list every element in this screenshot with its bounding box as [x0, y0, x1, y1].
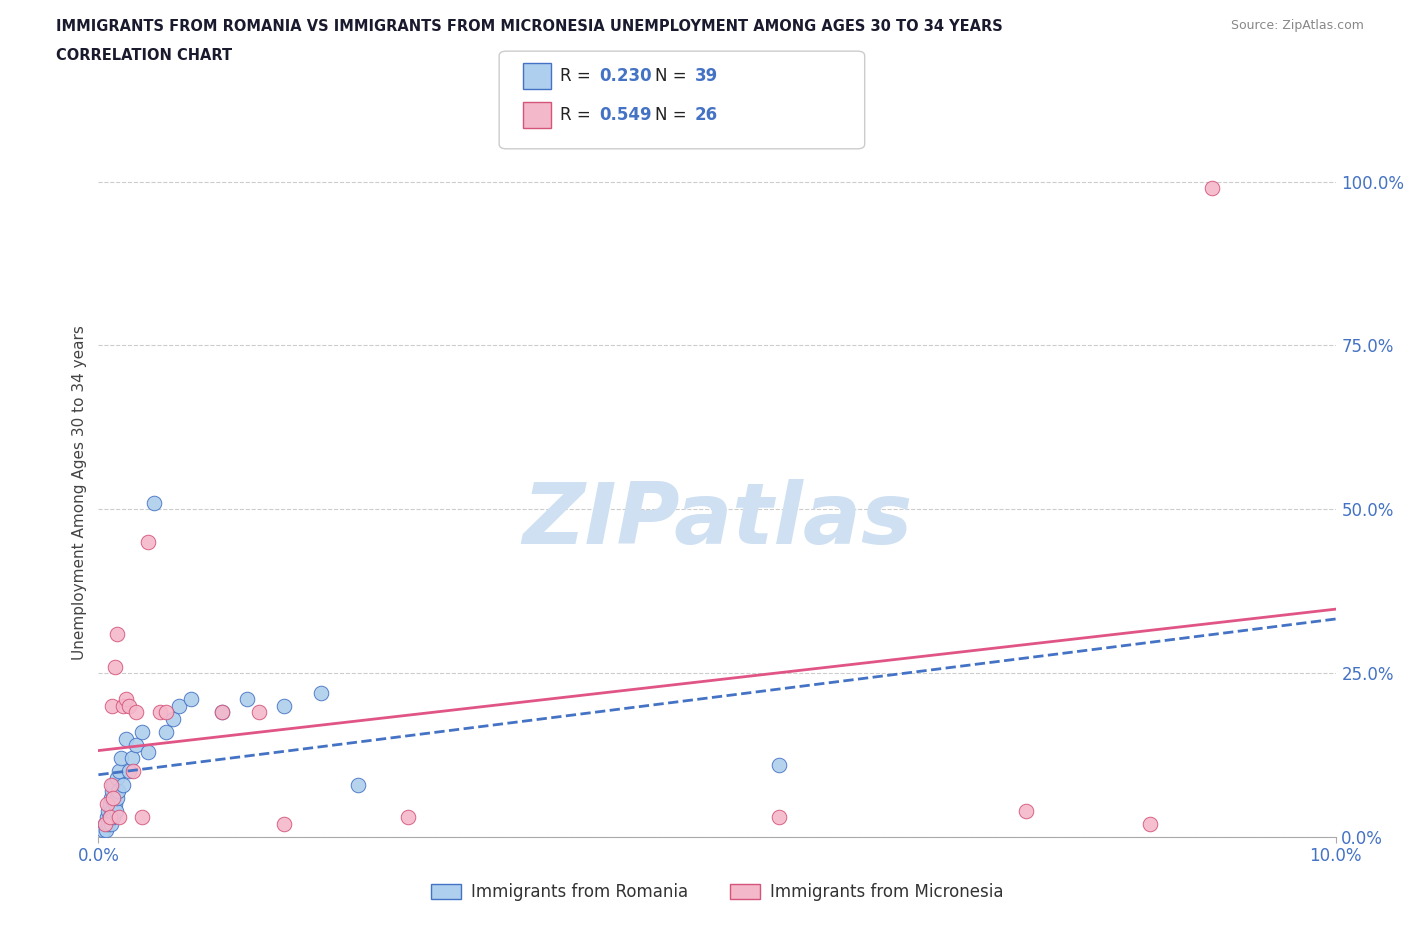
Point [108, 810, 131, 825]
Point [118, 698, 141, 713]
Text: 0.549: 0.549 [599, 106, 651, 125]
Point [96, 810, 118, 825]
Point [136, 535, 159, 550]
Text: 0.230: 0.230 [599, 67, 651, 86]
Point [103, 810, 125, 825]
Point [100, 777, 122, 792]
Point [118, 764, 141, 779]
Point [112, 777, 135, 792]
Point [124, 737, 146, 752]
Text: R =: R = [560, 67, 596, 86]
Point [149, 705, 172, 720]
Point [236, 692, 259, 707]
Point [114, 731, 136, 746]
Text: 39: 39 [695, 67, 718, 86]
Text: N =: N = [655, 67, 692, 86]
Text: IMMIGRANTS FROM ROMANIA VS IMMIGRANTS FROM MICRONESIA UNEMPLOYMENT AMONG AGES 30: IMMIGRANTS FROM ROMANIA VS IMMIGRANTS FR… [56, 19, 1002, 33]
Point [105, 627, 128, 642]
Point [100, 817, 122, 831]
Point [121, 751, 143, 765]
Point [98, 810, 121, 825]
Point [100, 790, 122, 805]
Point [1139, 817, 1161, 831]
Point [108, 764, 131, 779]
Point [101, 784, 124, 799]
Text: ZIPatlas: ZIPatlas [522, 479, 912, 562]
Text: 26: 26 [695, 106, 717, 125]
Point [180, 692, 202, 707]
Text: R =: R = [560, 106, 596, 125]
Point [103, 797, 125, 812]
Point [124, 705, 146, 720]
Point [122, 764, 145, 779]
Point [103, 790, 125, 805]
Point [94, 823, 117, 838]
Point [247, 705, 270, 720]
Point [768, 810, 790, 825]
Point [273, 698, 295, 713]
Text: N =: N = [655, 106, 692, 125]
Point [347, 777, 370, 792]
Point [98, 797, 121, 812]
Point [211, 705, 233, 720]
Point [155, 705, 177, 720]
Legend: Immigrants from Romania, Immigrants from Micronesia: Immigrants from Romania, Immigrants from… [425, 876, 1010, 908]
Point [114, 692, 136, 707]
Point [273, 817, 295, 831]
Point [155, 724, 177, 739]
Point [98, 810, 121, 825]
Point [93, 817, 115, 831]
Y-axis label: Unemployment Among Ages 30 to 34 years: Unemployment Among Ages 30 to 34 years [72, 326, 87, 660]
Point [105, 771, 128, 786]
Point [112, 698, 135, 713]
Point [211, 705, 233, 720]
Point [143, 496, 166, 511]
Point [131, 724, 153, 739]
Point [110, 751, 132, 765]
Point [162, 711, 184, 726]
Point [101, 698, 124, 713]
Point [107, 784, 129, 799]
Point [396, 810, 419, 825]
Point [103, 659, 125, 674]
Point [93, 817, 115, 831]
Text: Source: ZipAtlas.com: Source: ZipAtlas.com [1230, 19, 1364, 32]
Point [309, 685, 332, 700]
Point [136, 744, 159, 759]
Point [104, 804, 127, 818]
Point [1201, 180, 1223, 195]
Point [768, 757, 790, 772]
Point [103, 777, 125, 792]
Point [1015, 804, 1038, 818]
Point [101, 804, 124, 818]
Point [97, 817, 120, 831]
Point [105, 790, 128, 805]
Point [131, 810, 153, 825]
Point [93, 823, 115, 838]
Point [96, 797, 118, 812]
Point [97, 804, 120, 818]
Point [167, 698, 190, 713]
Text: CORRELATION CHART: CORRELATION CHART [56, 48, 232, 63]
